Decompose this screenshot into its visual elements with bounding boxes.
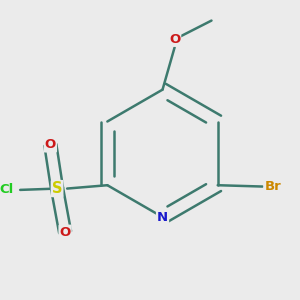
Text: O: O xyxy=(169,33,180,46)
Text: S: S xyxy=(52,181,62,196)
Text: Cl: Cl xyxy=(0,183,14,196)
Text: O: O xyxy=(45,139,56,152)
Text: N: N xyxy=(157,211,168,224)
Text: Br: Br xyxy=(264,180,281,193)
Text: O: O xyxy=(59,226,71,238)
